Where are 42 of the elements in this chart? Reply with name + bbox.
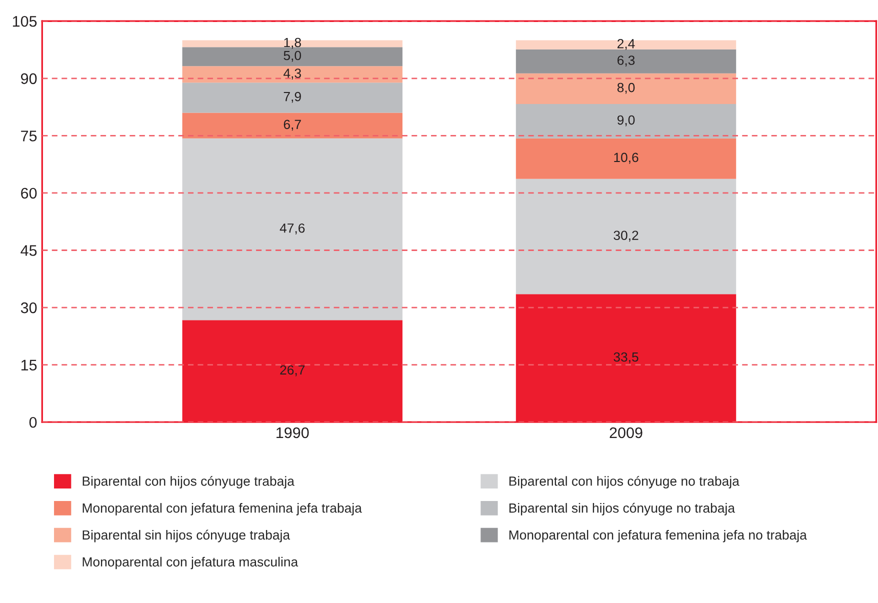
data-label: 2,4 [618, 38, 635, 50]
legend-label: Monoparental con jefatura femenina jefa no trabaja [509, 530, 807, 542]
y-tick-label: 30 [20, 302, 37, 314]
data-label: 10,6 [614, 152, 638, 164]
data-label: 4,3 [284, 68, 301, 80]
y-tick-label: 45 [20, 245, 37, 256]
data-label: 7,9 [284, 92, 301, 103]
bar [516, 138, 736, 179]
data-label: 1,8 [284, 38, 301, 49]
data-label: 9,0 [617, 115, 635, 126]
bar [182, 47, 402, 66]
bar [516, 104, 736, 138]
bar [182, 66, 402, 83]
data-label: 26,7 [280, 365, 305, 376]
y-tick-label: 90 [21, 73, 37, 84]
legend-label: Biparental con hijos cónyuge no trabaja [509, 476, 740, 488]
bar [516, 40, 736, 50]
legend-label: Biparental con hijos cónyuge trabaja [82, 476, 294, 488]
bar [516, 178, 736, 294]
legend-label: Biparental sin hijos cónyuge no trabaja [509, 502, 736, 516]
x-tick-label: 1990 [276, 427, 309, 438]
legend-label: Biparental sin hijos cónyuge trabaja [82, 530, 290, 542]
legend-label: Monoparental con jefatura masculina [82, 556, 298, 570]
y-tick-label: 0 [29, 416, 37, 428]
y-tick-label: 15 [21, 360, 37, 370]
bar [516, 73, 736, 104]
data-label: 33,5 [614, 352, 638, 364]
y-tick-label: 105 [12, 16, 37, 27]
y-tick-label: 60 [21, 188, 37, 199]
x-tick-label: 2009 [610, 427, 642, 438]
data-label: 47,6 [280, 223, 305, 234]
bar [516, 49, 736, 74]
data-label: 8,0 [617, 82, 635, 94]
data-label: 6,3 [618, 56, 635, 66]
y-tick-label: 75 [21, 130, 37, 142]
data-label: 6,7 [284, 120, 301, 131]
data-label: 5,0 [284, 50, 302, 62]
bar [182, 138, 402, 320]
legend-label: Monoparental con jefatura femenina jefa trabaja [82, 503, 362, 516]
bar [182, 112, 402, 138]
bar [182, 82, 402, 113]
data-label: 30,2 [614, 230, 638, 242]
